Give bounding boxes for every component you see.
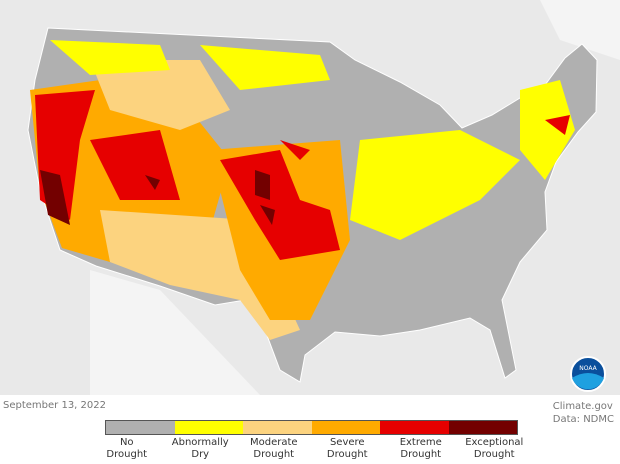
legend-label: No Drought xyxy=(106,437,148,460)
legend-bar xyxy=(105,420,518,435)
legend-label: Extreme Drought xyxy=(399,437,442,460)
drought-areas xyxy=(30,40,575,340)
legend-swatch-d4 xyxy=(448,421,517,434)
legend-label: Moderate Drought xyxy=(249,437,298,460)
svg-text:NOAA: NOAA xyxy=(579,365,597,372)
legend-swatch-d2 xyxy=(311,421,380,434)
legend-label: Severe Drought xyxy=(326,437,368,460)
legend-swatch-d1 xyxy=(243,421,312,434)
legend-swatch-d0 xyxy=(174,421,243,434)
legend-swatch-none xyxy=(106,421,175,434)
legend-swatch-d3 xyxy=(380,421,449,434)
legend-labels: No Drought Abnormally Dry Moderate Drought … xyxy=(90,437,531,461)
drought-map: NOAA xyxy=(0,0,620,395)
date-label: September 13, 2022 xyxy=(3,400,106,411)
credit: Climate.gov Data: NDMC xyxy=(553,400,614,426)
data-source-label: Data: NDMC xyxy=(552,414,614,425)
legend-label: Abnormally Dry xyxy=(171,437,229,460)
noaa-logo: NOAA xyxy=(570,356,606,392)
neighbor-land xyxy=(0,0,620,395)
legend-label: Exceptional Drought xyxy=(465,437,524,460)
source-label: Climate.gov xyxy=(552,401,613,412)
